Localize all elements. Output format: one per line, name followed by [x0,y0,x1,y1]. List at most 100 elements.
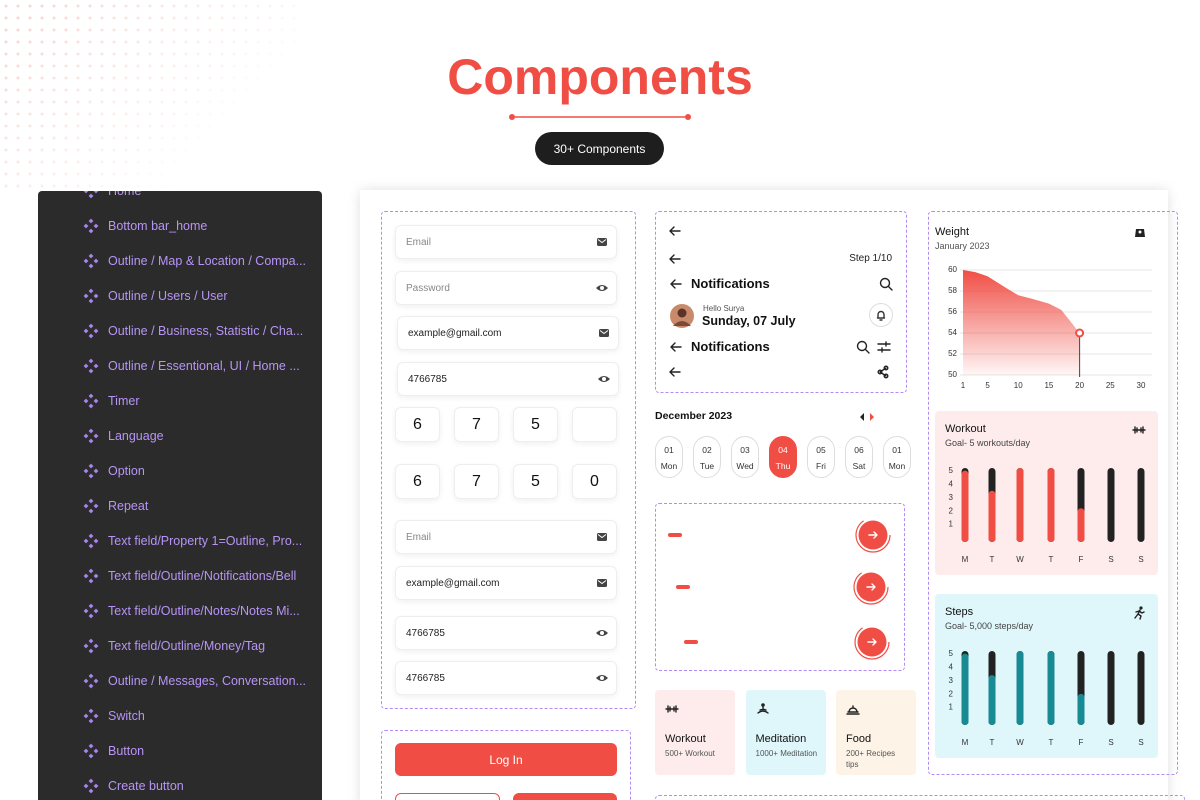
component-icon [83,463,99,479]
icon-shape [83,783,89,789]
chart-title: Weight [935,226,970,238]
icon-shape [83,608,89,614]
nav-title: Notifications [691,339,770,354]
bell-button[interactable] [869,303,893,327]
text-field[interactable]: Email [395,520,617,554]
component-icon [83,393,99,409]
arrow-icon [868,531,878,539]
text-field[interactable]: example@gmail.com [395,566,617,600]
filled-button[interactable] [513,793,617,800]
sidebar-item[interactable]: Option [108,464,145,478]
icon-shape [88,193,94,199]
calendar-day[interactable]: 06 Sat [845,436,873,478]
sidebar-item[interactable]: Outline / Users / User [108,289,228,303]
day-name: Wed [736,461,754,471]
otp-box[interactable]: 7 [454,407,499,442]
icon-shape [600,631,604,635]
sidebar-item[interactable]: Text field/Outline/Money/Tag [108,639,266,653]
sidebar-item[interactable]: Switch [108,709,145,723]
text-field[interactable]: Email [395,225,617,259]
otp-box[interactable]: 6 [395,464,440,499]
bar-track [1107,468,1115,542]
outline-button[interactable] [395,793,500,800]
icon-shape [93,573,99,579]
text-field[interactable]: Password [395,271,617,305]
component-icon [83,498,99,514]
calendar-day[interactable]: 04 Thu [769,436,797,478]
dumbbell-icon [1132,426,1146,434]
sidebar-item[interactable]: Create button [108,779,184,793]
icon-stroke [879,277,891,289]
sidebar-item[interactable]: Text field/Outline/Notifications/Bell [108,569,297,583]
y-tick-label: 60 [948,265,957,274]
sidebar-item[interactable]: Timer [108,394,140,408]
slider-frame [655,503,905,671]
category-card[interactable]: Food 200+ Recipes tips [836,690,916,775]
category-card[interactable]: Meditation 1000+ Meditation [745,690,826,775]
sidebar-item[interactable]: Bottom bar_home [108,219,208,233]
calendar-day[interactable]: 01 Mon [883,436,911,478]
button-frame [381,730,631,800]
y-tick-label: 54 [948,328,957,337]
calendar-day[interactable]: 02 Tue [693,436,721,478]
sidebar-item[interactable]: Outline / Messages, Conversation... [108,674,307,688]
avatar-head [677,308,687,318]
bar [1047,651,1055,725]
bar [1077,693,1085,725]
sidebar-item[interactable]: Outline / Essentional, UI / Home ... [108,359,300,373]
text-field[interactable]: 4766785 [397,362,619,396]
avatar [670,304,694,328]
x-tick-label: S [1138,738,1143,747]
y-tick-label: 58 [948,286,957,295]
icon-shape [83,573,89,579]
icon-stroke [670,342,682,352]
sidebar-item[interactable]: Home [108,191,142,198]
calendar-day[interactable]: 01 Mon [655,436,683,478]
run-icon [1134,606,1145,620]
x-tick-label: W [1016,555,1024,564]
y-tick-label: 5 [949,466,954,475]
sidebar-item[interactable]: Language [108,429,164,443]
text-field[interactable]: 4766785 [395,661,617,695]
category-title: Food [846,733,872,745]
x-tick-label: T [1049,738,1054,747]
category-title: Workout [665,733,706,745]
otp-box[interactable]: 5 [513,407,558,442]
icon-stroke [867,638,877,646]
cloche-icon [846,705,860,715]
otp-box[interactable]: 7 [454,464,499,499]
login-button[interactable]: Log In [395,743,617,776]
day-number: 06 [854,445,864,455]
icon-shape [93,748,99,754]
day-name: Thu [775,461,791,471]
icon-stroke [876,310,886,321]
sidebar-item[interactable]: Outline / Map & Location / Compa... [108,254,307,268]
component-icon [83,218,99,234]
otp-box[interactable]: 6 [395,407,440,442]
eye-icon [596,675,608,681]
icon-shape [88,613,94,619]
y-tick-label: 5 [949,649,954,658]
y-tick-label: 2 [949,689,954,698]
otp-box[interactable] [572,407,617,442]
category-card[interactable]: Workout 500+ Workout [655,690,735,775]
icon-shape [88,218,94,224]
back-icon [670,342,682,352]
sidebar-item[interactable]: Outline / Business, Statistic / Cha... [108,324,304,338]
otp-box[interactable]: 5 [513,464,558,499]
text-field[interactable]: 4766785 [395,616,617,650]
sidebar-item[interactable]: Text field/Property 1=Outline, Pro... [108,534,303,548]
icon-stroke [887,285,893,291]
sidebar-item[interactable]: Button [108,744,145,758]
calendar-day[interactable]: 05 Fri [807,436,835,478]
sidebar-item[interactable]: Repeat [108,499,149,513]
day-number: 05 [816,445,826,455]
calendar-day[interactable]: 03 Wed [731,436,759,478]
sidebar-item[interactable]: Text field/Outline/Notes/Notes Mi... [108,604,300,618]
component-icon [83,673,99,689]
otp-box[interactable]: 0 [572,464,617,499]
text-field[interactable]: example@gmail.com [397,316,619,350]
